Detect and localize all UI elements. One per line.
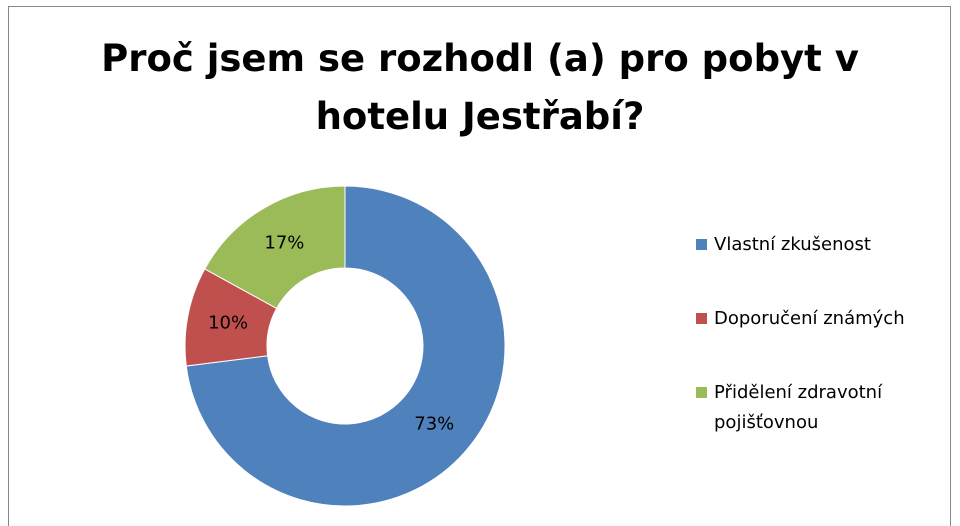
legend-item: Vlastní zkušenost	[696, 230, 956, 260]
legend-swatch	[696, 387, 707, 398]
legend-label: Doporučení známých	[714, 308, 905, 329]
donut-segment	[204, 185, 346, 310]
data-label: 10%	[208, 313, 248, 334]
donut-segment	[185, 185, 506, 507]
legend-label: Vlastní zkušenost	[714, 234, 871, 255]
chart-title: Proč jsem se rozhodl (a) pro pobyt v hot…	[101, 37, 859, 138]
legend-item: Doporučení známých	[696, 304, 956, 334]
data-label: 73%	[414, 414, 454, 435]
legend: Vlastní zkušenost Doporučení známých Přidě…	[696, 230, 956, 482]
data-label: 17%	[264, 233, 304, 254]
legend-swatch	[696, 313, 707, 324]
legend-swatch	[696, 239, 707, 250]
legend-item: Přidělení zdravotní pojišťovnou	[696, 378, 956, 438]
legend-label: Přidělení zdravotní pojišťovnou	[714, 382, 883, 433]
